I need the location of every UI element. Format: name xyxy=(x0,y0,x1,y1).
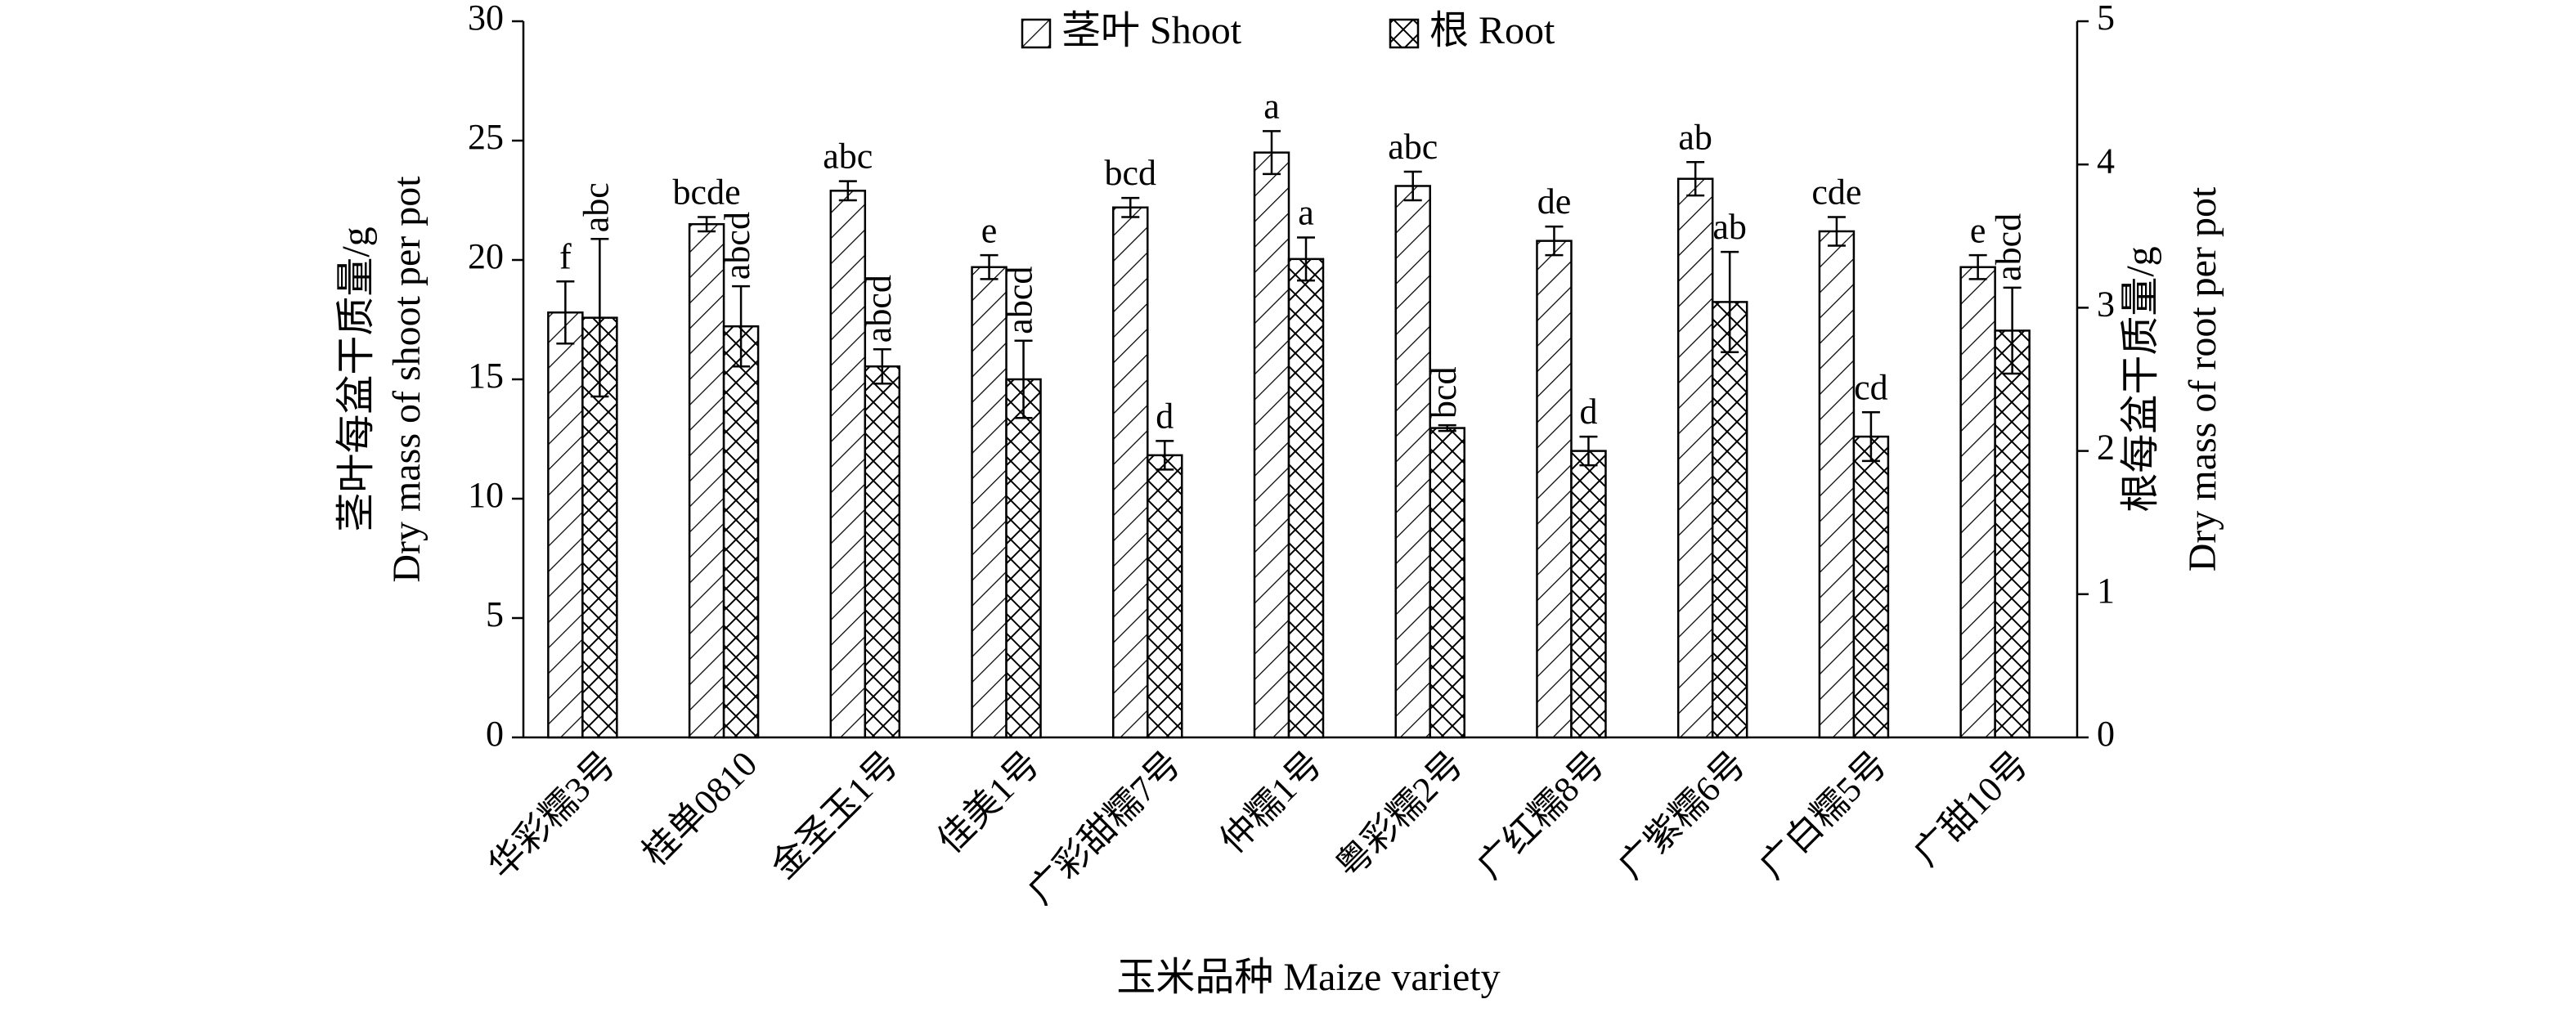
bar xyxy=(1818,230,1856,739)
significance-label: bcd xyxy=(1105,153,1157,193)
y-tick-label: 20 xyxy=(468,236,504,276)
x-tick-label: 华彩糯3号 xyxy=(481,744,624,887)
error-bar xyxy=(1014,339,1033,419)
bar xyxy=(1147,454,1183,739)
bar xyxy=(547,311,584,739)
y-tick-label: 30 xyxy=(468,0,504,38)
y-tick-label: 10 xyxy=(468,475,504,515)
x-tick-label: 粤彩糯2号 xyxy=(1328,744,1471,887)
x-tick-label: 广紫糯6号 xyxy=(1611,744,1754,887)
y-axis-title: Dry mass of shoot per pot xyxy=(385,176,429,583)
significance-label: abc xyxy=(1388,127,1438,167)
y-tick-label: 25 xyxy=(468,117,504,157)
bar xyxy=(829,190,867,739)
error-bar xyxy=(1968,253,1987,280)
y2-tick-label: 4 xyxy=(2097,141,2115,181)
significance-label: a xyxy=(1298,193,1314,233)
error-bar xyxy=(1861,411,1880,463)
bar xyxy=(1852,435,1890,739)
legend-swatch xyxy=(1389,18,1420,49)
significance-label: cd xyxy=(1854,367,1888,407)
error-bar xyxy=(590,238,609,398)
x-tick-label: 佳美1号 xyxy=(930,744,1048,862)
error-bar xyxy=(698,216,716,233)
error-bar xyxy=(1403,170,1422,202)
y-axis-title: 茎叶每盆干质量/g xyxy=(334,226,378,531)
error-bar xyxy=(873,347,891,385)
significance-label: abcd xyxy=(1000,267,1040,334)
y2-tick-label: 3 xyxy=(2097,284,2115,324)
bar xyxy=(1287,258,1325,739)
error-bar xyxy=(980,253,999,280)
error-bar xyxy=(1579,435,1598,467)
x-tick-label: 广彩甜糯7号 xyxy=(1021,744,1189,912)
significance-label: ab xyxy=(1678,117,1712,157)
x-tick-label: 广红糯8号 xyxy=(1470,744,1613,887)
significance-label: d xyxy=(1579,392,1597,432)
bar xyxy=(1711,301,1748,739)
bar xyxy=(1394,185,1431,739)
x-tick-label: 金圣玉1号 xyxy=(763,744,906,887)
bar xyxy=(1676,177,1714,739)
error-bar xyxy=(1121,196,1140,218)
error-bar xyxy=(1545,225,1564,257)
error-bar xyxy=(1438,423,1456,432)
bar xyxy=(1994,329,2031,739)
significance-label: e xyxy=(981,210,998,250)
error-bar xyxy=(1297,236,1315,282)
error-bar xyxy=(2003,286,2022,375)
significance-label: bcd xyxy=(1424,367,1464,419)
x-tick-label: 桂单0810 xyxy=(635,744,765,874)
bar xyxy=(688,222,725,739)
legend-label: 根 Root xyxy=(1429,9,1555,52)
bar xyxy=(1959,266,1996,739)
significance-label: d xyxy=(1156,396,1174,436)
y2-tick-label: 5 xyxy=(2097,0,2115,38)
legend-swatch xyxy=(1021,18,1052,49)
bar xyxy=(1536,240,1573,739)
bar xyxy=(1005,378,1042,739)
y2-tick-label: 1 xyxy=(2097,571,2115,611)
bar xyxy=(864,365,901,739)
significance-label: ab xyxy=(1712,207,1747,247)
error-bar xyxy=(1721,250,1739,353)
y2-tick-label: 0 xyxy=(2097,714,2115,754)
y-tick-label: 0 xyxy=(486,714,504,754)
y2-tick-label: 2 xyxy=(2097,428,2115,468)
x-axis-title: 玉米品种 Maize variety xyxy=(1116,956,1500,999)
error-bar xyxy=(1827,216,1846,247)
significance-label: de xyxy=(1537,181,1572,222)
significance-label: cde xyxy=(1811,172,1861,213)
error-bar xyxy=(1156,440,1174,471)
x-tick-label: 广白糯5号 xyxy=(1752,744,1895,887)
x-tick-label: 仲糯1号 xyxy=(1213,744,1331,862)
error-bar xyxy=(838,180,857,202)
significance-label: abcd xyxy=(859,275,899,343)
error-bar xyxy=(1686,161,1705,197)
bar xyxy=(1253,151,1290,739)
significance-label: f xyxy=(559,236,572,276)
significance-label: a xyxy=(1263,86,1280,126)
y-tick-label: 15 xyxy=(468,356,504,396)
bar xyxy=(1570,450,1607,739)
error-bar xyxy=(556,280,575,345)
significance-label: abcd xyxy=(1989,213,2029,281)
y2-axis-title: 根每盆干质量/g xyxy=(2119,246,2162,512)
x-tick-label: 广甜10号 xyxy=(1906,744,2036,874)
significance-label: e xyxy=(1970,210,1986,250)
significance-label: abc xyxy=(823,137,873,177)
y2-axis-title: Dry mass of root per pot xyxy=(2181,186,2224,571)
error-bar xyxy=(1263,130,1281,176)
bar xyxy=(1112,206,1149,739)
y-tick-label: 5 xyxy=(486,594,504,634)
significance-label: bcde xyxy=(673,172,741,213)
bar xyxy=(971,266,1008,739)
significance-label: abc xyxy=(576,182,616,232)
significance-label: abcd xyxy=(717,212,757,280)
legend-label: 茎叶 Shoot xyxy=(1061,9,1242,52)
error-bar xyxy=(732,284,751,368)
bar xyxy=(1429,427,1465,739)
bar xyxy=(722,325,760,739)
